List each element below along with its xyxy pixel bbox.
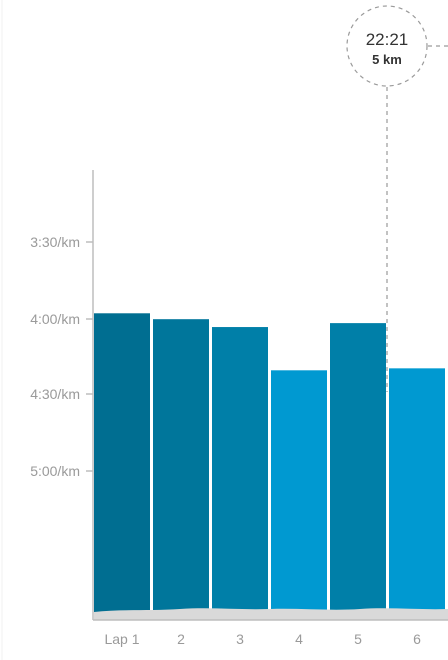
y-tick-label: 4:00/km — [30, 311, 80, 327]
bar-lap-3[interactable] — [212, 327, 268, 612]
y-tick-label: 4:30/km — [30, 386, 80, 402]
x-tick-label: Lap 1 — [104, 631, 139, 647]
bars — [94, 313, 445, 612]
marker-distance: 5 km — [372, 52, 402, 67]
x-tick-label: 3 — [236, 631, 244, 647]
marker-bubble — [346, 5, 428, 87]
x-tick-label: 4 — [295, 631, 303, 647]
x-tick-label: 2 — [177, 631, 185, 647]
marker-time: 22:21 — [366, 30, 409, 49]
y-tick-label: 5:00/km — [30, 463, 80, 479]
y-tick-label: 3:30/km — [30, 234, 80, 250]
bar-lap-4[interactable] — [271, 370, 327, 612]
x-axis-labels: Lap 1 2 3 4 5 6 — [104, 631, 421, 647]
bar-lap-5[interactable] — [330, 323, 386, 612]
elevation-profile — [94, 608, 448, 620]
y-axis: 3:30/km 4:00/km 4:30/km 5:00/km — [30, 170, 94, 620]
bar-lap-1[interactable] — [94, 313, 150, 612]
x-tick-label: 5 — [354, 631, 362, 647]
x-tick-label: 6 — [413, 631, 421, 647]
bar-lap-6[interactable] — [389, 368, 445, 612]
distance-marker: 22:21 5 km — [346, 5, 448, 392]
bar-lap-2[interactable] — [153, 319, 209, 612]
